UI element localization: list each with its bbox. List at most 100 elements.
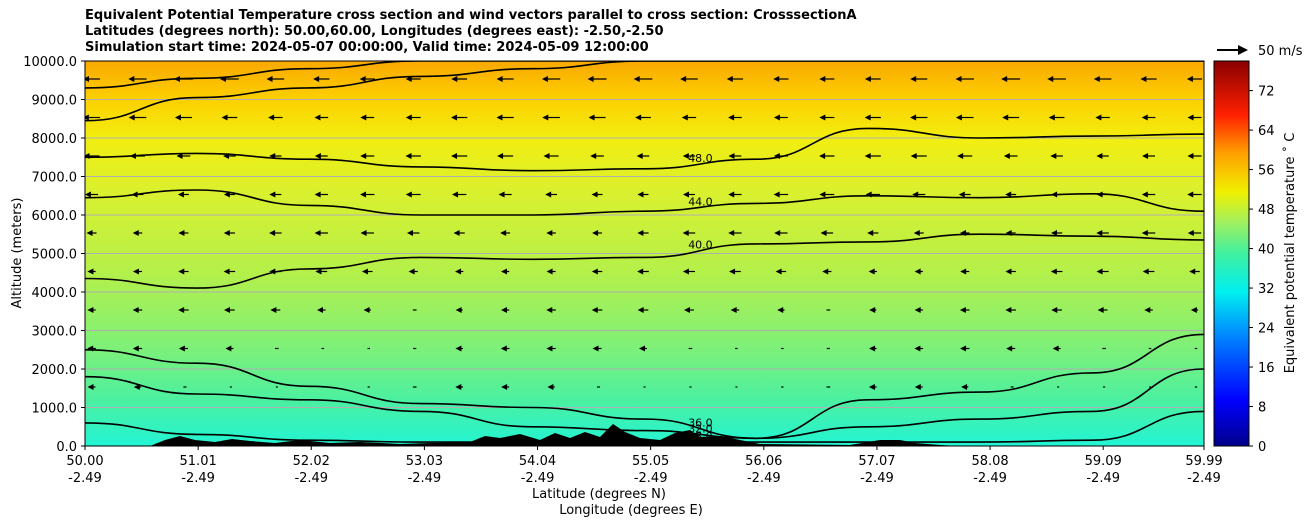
x-tick-lat: 59.99 — [1185, 454, 1222, 469]
wind-vector-head — [85, 153, 90, 159]
colorbar-label: Equivalent potential temperature ˚ C — [1282, 133, 1298, 374]
x-tick-lon: -2.49 — [1086, 471, 1120, 486]
wind-vector-head — [132, 268, 139, 275]
contour-line-44 — [85, 189, 1204, 216]
wind-vector-head — [496, 76, 503, 82]
x-tick-lon: -2.49 — [747, 471, 781, 486]
wind-vector-head — [1097, 307, 1104, 313]
wind-vector-head — [451, 191, 458, 198]
contour-label-48: 48.0 — [688, 152, 713, 165]
wind-vector-head — [132, 307, 139, 313]
wind-vector-head — [680, 76, 687, 82]
wind-vector-head — [269, 153, 276, 159]
wind-vector-head — [773, 153, 780, 159]
wind-vector-head — [912, 191, 919, 198]
colorbar-tick-label: 24 — [1258, 322, 1275, 337]
x-tick-lat: 55.05 — [632, 454, 669, 469]
wind-vector-head — [1051, 191, 1058, 198]
wind-vector-head — [1047, 76, 1054, 82]
wind-vector-head — [405, 191, 412, 198]
wind-vector-head — [1142, 268, 1149, 275]
wind-vector-head — [314, 114, 321, 121]
wind-vector-head — [1140, 76, 1147, 82]
wind-vector-head — [359, 76, 366, 82]
wind-vector-head — [225, 345, 232, 352]
wind-vector-head — [1093, 76, 1100, 82]
wind-vector-head — [1096, 268, 1103, 275]
wind-vector-head — [223, 268, 230, 275]
wind-vector-head — [223, 191, 230, 198]
x-tick-lat: 57.07 — [858, 454, 895, 469]
wind-vector-head — [455, 307, 462, 313]
wind-vector-head — [87, 345, 94, 352]
wind-vector-head — [1002, 114, 1009, 121]
wind-vector-head — [501, 384, 508, 390]
wind-vector-head — [545, 191, 552, 198]
wind-vector-head — [910, 114, 917, 121]
wind-vector-head — [728, 114, 735, 121]
wind-vector-head — [500, 230, 507, 236]
wind-vector-head — [451, 76, 458, 82]
wind-vector-head — [269, 268, 276, 275]
wind-vector-head — [501, 268, 508, 275]
wind-vector-head — [546, 230, 553, 236]
y-tick-label: 0.0 — [56, 440, 77, 455]
wind-vector-head — [914, 307, 921, 313]
wind-vector-head — [777, 307, 784, 313]
wind-key-arrowhead — [1238, 45, 1248, 55]
y-tick-label: 4000.0 — [32, 286, 78, 301]
x-tick-lon: -2.49 — [521, 471, 555, 486]
wind-vector-head — [960, 345, 967, 352]
wind-vector-head — [1050, 268, 1057, 275]
wind-vector-head — [729, 268, 736, 275]
wind-vector-head — [313, 76, 320, 82]
x-tick-lon: -2.49 — [860, 471, 894, 486]
colorbar — [1213, 60, 1250, 447]
wind-vector-head — [726, 76, 733, 82]
wind-vector-head — [914, 268, 921, 275]
colorbar-tick-label: 16 — [1258, 361, 1275, 376]
wind-vector-head — [360, 153, 367, 159]
wind-vector-head — [361, 268, 368, 275]
wind-vector-head — [547, 384, 554, 390]
wind-vector-head — [405, 114, 412, 121]
colorbar-tick-label: 0 — [1258, 440, 1266, 455]
x-tick-lat: 54.04 — [519, 454, 556, 469]
wind-vector-head — [728, 153, 735, 159]
wind-vector-head — [129, 153, 136, 159]
x-tick-lon: -2.49 — [634, 471, 668, 486]
wind-vector-head — [85, 191, 91, 198]
wind-vector-head — [868, 268, 875, 275]
wind-vector-head — [132, 345, 139, 352]
wind-vector-head — [960, 268, 967, 275]
wind-vector-head — [455, 384, 462, 390]
wind-vector-head — [864, 114, 871, 121]
wind-vector-head — [959, 230, 966, 236]
x-tick-lat: 59.09 — [1085, 454, 1122, 469]
x-tick-lon: -2.49 — [1187, 471, 1221, 486]
x-tick-lat: 56.06 — [745, 454, 782, 469]
wind-vector-head — [133, 384, 140, 390]
wind-vector-head — [773, 114, 780, 121]
wind-vector-head — [1187, 153, 1194, 159]
wind-vector-head — [406, 230, 413, 236]
wind-vector-head — [1048, 114, 1055, 121]
colorbar-tick-label: 72 — [1258, 85, 1275, 100]
wind-vector-head — [223, 230, 230, 236]
wind-vector-head — [1187, 230, 1194, 236]
wind-vector-head — [501, 307, 508, 313]
y-label: Altitude (meters) — [10, 198, 25, 309]
wind-vector-head — [363, 307, 370, 313]
wind-vector-head — [820, 230, 827, 236]
wind-vector-head — [500, 345, 507, 352]
wind-vector-head — [684, 307, 691, 313]
y-tick-label: 3000.0 — [32, 325, 78, 340]
contour-label-44: 44.0 — [688, 195, 713, 208]
contour-label-52: 52.0 — [688, 49, 713, 62]
colorbar-tick-label: 64 — [1258, 124, 1275, 139]
wind-vector-head — [173, 76, 180, 82]
wind-vector-head — [176, 153, 183, 159]
wind-vector-head — [498, 191, 505, 198]
wind-vector-head — [1051, 230, 1058, 236]
